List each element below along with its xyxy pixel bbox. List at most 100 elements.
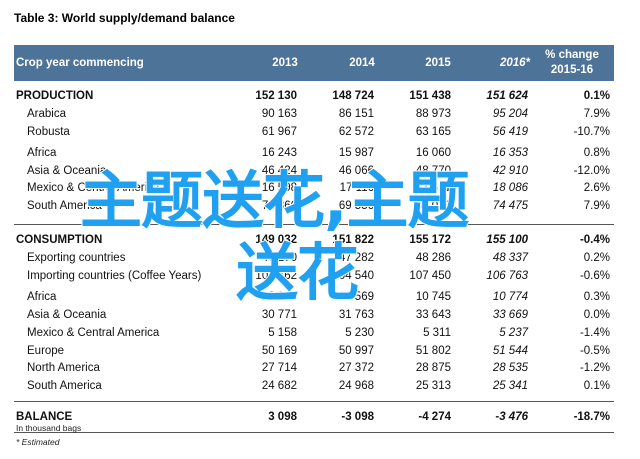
production-section: PRODUCTION 152 130 148 724 151 438 151 624 0.… [14,87,614,215]
table-row: Robusta 61 967 62 572 63 165 56 419 -10.7% [14,123,614,141]
cell: 50 169 [261,344,297,357]
header-change-line2: 2015-16 [550,64,594,76]
table-title: Table 3: World supply/demand balance [14,11,235,25]
table-row: Mexico & Central America 16 598 17 116 17 6… [14,179,614,197]
cell: 31 763 [338,308,374,321]
cell: 106 763 [486,269,528,282]
cell: 104 540 [332,269,374,282]
cell: 10 395 [261,290,297,303]
row-label: CONSUMPTION [16,234,103,247]
row-label: Importing countries (Coffee Years) [27,269,202,282]
table-row: Exporting countries 46 270 47 282 48 286 48 … [14,249,614,267]
cell: 74 475 [492,200,528,213]
row-label: North America [27,362,100,375]
row-label: PRODUCTION [16,89,94,102]
cell: 5 311 [423,326,451,339]
cell: 0.1% [583,89,610,102]
cell: 155 100 [486,234,528,247]
cell: 86 151 [338,107,374,120]
cell: 0.8% [583,146,610,159]
balance-row: BALANCE 3 098 -3 098 -4 274 -3 476 -18.7… [14,408,614,426]
cell: 46 066 [338,164,374,177]
cell: 61 967 [261,125,297,138]
cell: 0.1% [583,380,610,393]
header-year: 2014 [349,57,375,69]
cell: 16 598 [261,182,297,195]
cell: 10 774 [492,290,528,303]
cell: 33 669 [492,308,528,321]
cell: 27 714 [261,362,297,375]
cell: 95 204 [492,107,528,120]
cell: 51 544 [492,344,528,357]
cell: 151 822 [332,234,374,247]
cell: 48 337 [492,252,528,265]
cell: 5 158 [268,326,297,339]
header-year: 2016* [499,57,531,69]
row-label: Africa [27,290,57,303]
cell: -3 098 [341,411,374,424]
cell: 7.9% [583,107,610,120]
cell: -1.4% [579,326,610,339]
cell: 7.9% [583,200,610,213]
row-label: Robusta [27,125,70,138]
table-row: North America 27 714 27 372 28 875 28 535 -1.… [14,359,614,377]
cell: 46 424 [261,164,297,177]
row-label: South America [27,380,102,393]
row-label: South America [27,200,102,213]
cell: 148 724 [332,89,374,102]
cell: -4 274 [418,411,451,424]
header-year: 2015 [425,57,451,69]
cell: 63 165 [415,125,451,138]
table-header: Crop year commencing 2013 2014 2015 2016… [14,45,614,81]
cell: -3 476 [495,411,528,424]
table-row: Europe 50 169 50 997 51 802 51 544 -0.5% [14,342,614,360]
cell: -10.7% [573,125,610,138]
cell: 102 762 [255,269,297,282]
cell: 17 621 [415,182,451,195]
cell: 69 016 [415,200,451,213]
table-row: South America 24 682 24 968 25 313 25 341 0.1… [14,377,614,395]
cell: 2.6% [583,182,610,195]
cell: 5 230 [345,326,374,339]
section-total-row: CONSUMPTION 149 032 151 822 155 172 155 100 -… [14,231,614,249]
cell: 51 802 [415,344,451,357]
table-notes: In thousand bags * Estimated [16,421,81,449]
consumption-section: CONSUMPTION 149 032 151 822 155 172 155 100 -… [14,231,614,395]
cell: 10 745 [415,290,451,303]
cell: 17 116 [339,182,374,195]
cell: -1.2% [579,362,610,375]
cell: 62 572 [338,125,374,138]
cell: 5 237 [499,326,528,339]
cell: 88 973 [415,107,451,120]
row-label: Asia & Oceania [27,164,107,177]
cell: 25 313 [415,380,451,393]
header-change: % change 2015-16 [536,45,608,81]
row-label: Europe [27,344,65,357]
cell: 151 438 [409,89,451,102]
header-label: Crop year commencing [16,57,144,69]
cell: -0.4% [579,234,610,247]
cell: 15 987 [338,146,374,159]
cell: -0.6% [579,269,610,282]
cell: 16 060 [415,146,451,159]
cell: 107 450 [409,269,451,282]
cell: 25 341 [492,380,528,393]
cell: 28 535 [492,362,528,375]
table-row: Africa 16 243 15 987 16 060 16 353 0.8% [14,144,614,162]
row-label: Mexico & Central America [27,182,160,195]
cell: 90 163 [261,107,297,120]
table-row: Arabica 90 163 86 151 88 973 95 204 7.9% [14,105,614,123]
cell: 72 866 [261,200,297,213]
row-label: Arabica [27,107,66,120]
cell: 24 968 [338,380,374,393]
unit-note: In thousand bags [16,423,82,433]
row-label: Africa [27,146,57,159]
cell: 28 875 [415,362,451,375]
cell: 18 086 [492,182,528,195]
cell: 3 098 [268,411,297,424]
cell: 48 286 [415,252,451,265]
supply-demand-table: Crop year commencing 2013 2014 2015 2016… [14,45,614,434]
cell: 46 270 [261,252,297,265]
cell: 69 556 [338,200,374,213]
cell: -12.0% [573,164,610,177]
